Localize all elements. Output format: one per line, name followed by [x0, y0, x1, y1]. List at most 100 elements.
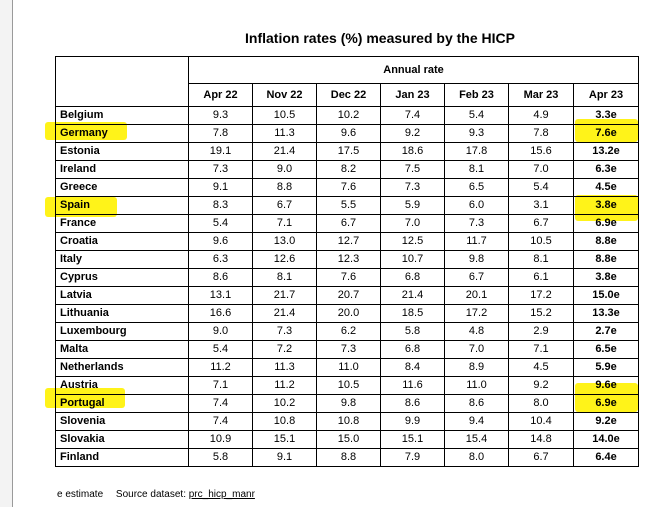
value-cell: 5.9: [380, 196, 445, 215]
dataset-link[interactable]: prc_hicp_manr: [188, 489, 255, 500]
table-title: Inflation rates (%) measured by the HICP: [245, 30, 515, 46]
table-row: Lithuania 16.6 21.4 20.0 18.5 17.2 15.2 13.3e: [55, 304, 640, 323]
group-header: Annual rate: [187, 56, 640, 84]
value-cell: 5.5: [316, 196, 381, 215]
table-row: Croatia 9.6 13.0 12.7 12.5 11.7 10.5 8.8e: [55, 232, 640, 251]
country-cell: Austria: [55, 376, 189, 395]
value-cell: 8.6: [188, 268, 253, 287]
inflation-table: Annual rate Apr 22 Nov 22 Dec 22 Jan 23 Feb …: [55, 56, 640, 467]
value-cell: 6.3: [188, 250, 253, 269]
table-row: Latvia 13.1 21.7 20.7 21.4 20.1 17.2 15.0e: [55, 286, 640, 305]
value-cell: 6.0: [444, 196, 509, 215]
value-cell: 7.6: [316, 178, 381, 197]
value-cell: 9.3: [444, 124, 509, 143]
value-cell: 7.6: [316, 268, 381, 287]
country-cell: Netherlands: [55, 358, 189, 377]
value-cell: 9.2e: [572, 412, 640, 431]
value-cell: 3.1: [508, 196, 574, 215]
value-cell: 9.8: [444, 250, 509, 269]
value-cell: 7.3: [188, 160, 253, 179]
value-cell: 15.4: [444, 430, 509, 449]
footnote: e estimate Source dataset: prc_hicp_manr: [57, 489, 255, 500]
value-cell: 7.2: [252, 340, 317, 359]
value-cell: 7.3: [252, 322, 317, 341]
value-cell: 6.9e: [572, 394, 640, 413]
value-cell: 6.7: [316, 214, 381, 233]
value-cell: 8.1: [508, 250, 574, 269]
value-cell: 4.5: [508, 358, 574, 377]
value-cell: 10.2: [252, 394, 317, 413]
value-cell: 7.1: [508, 340, 574, 359]
value-cell: 13.2e: [572, 142, 640, 161]
value-cell: 6.7: [508, 448, 574, 467]
table-row: Ireland 7.3 9.0 8.2 7.5 8.1 7.0 6.3e: [55, 160, 640, 179]
value-cell: 9.9: [380, 412, 445, 431]
value-cell: 9.2: [380, 124, 445, 143]
value-cell: 17.5: [316, 142, 381, 161]
value-cell: 11.3: [252, 124, 317, 143]
page-margin: [0, 0, 13, 507]
value-cell: 7.3: [444, 214, 509, 233]
value-cell: 7.3: [380, 178, 445, 197]
value-cell: 15.2: [508, 304, 574, 323]
value-cell: 3.8e: [572, 268, 640, 287]
value-cell: 6.5: [444, 178, 509, 197]
country-cell: Estonia: [55, 142, 189, 161]
value-cell: 7.4: [188, 394, 253, 413]
value-cell: 4.8: [444, 322, 509, 341]
column-header: Mar 23: [508, 83, 574, 107]
value-cell: 10.9: [188, 430, 253, 449]
value-cell: 5.8: [188, 448, 253, 467]
value-cell: 5.8: [380, 322, 445, 341]
table-row: Austria 7.1 11.2 10.5 11.6 11.0 9.2 9.6e: [55, 376, 640, 395]
column-header: Dec 22: [316, 83, 381, 107]
value-cell: 10.5: [508, 232, 574, 251]
value-cell: 10.7: [380, 250, 445, 269]
value-cell: 21.7: [252, 286, 317, 305]
value-cell: 10.5: [252, 106, 317, 125]
value-cell: 16.6: [188, 304, 253, 323]
value-cell: 7.3: [316, 340, 381, 359]
value-cell: 6.2: [316, 322, 381, 341]
country-cell: Slovakia: [55, 430, 189, 449]
value-cell: 7.5: [380, 160, 445, 179]
value-cell: 14.8: [508, 430, 574, 449]
value-cell: 12.7: [316, 232, 381, 251]
value-cell: 8.4: [380, 358, 445, 377]
table-row: Belgium 9.3 10.5 10.2 7.4 5.4 4.9 3.3e: [55, 106, 640, 125]
value-cell: 7.6e: [572, 124, 640, 143]
value-cell: 18.5: [380, 304, 445, 323]
value-cell: 11.0: [316, 358, 381, 377]
value-cell: 3.8e: [572, 196, 640, 215]
value-cell: 4.9: [508, 106, 574, 125]
value-cell: 11.7: [444, 232, 509, 251]
value-cell: 11.6: [380, 376, 445, 395]
value-cell: 6.8: [380, 268, 445, 287]
country-cell: Latvia: [55, 286, 189, 305]
value-cell: 17.2: [444, 304, 509, 323]
value-cell: 20.7: [316, 286, 381, 305]
value-cell: 7.9: [380, 448, 445, 467]
value-cell: 8.2: [316, 160, 381, 179]
value-cell: 20.1: [444, 286, 509, 305]
value-cell: 5.4: [444, 106, 509, 125]
value-cell: 12.5: [380, 232, 445, 251]
table-row: Germany 7.8 11.3 9.6 9.2 9.3 7.8 7.6e: [55, 124, 640, 143]
value-cell: 15.6: [508, 142, 574, 161]
country-cell: Germany: [55, 124, 189, 143]
table-row: Portugal 7.4 10.2 9.8 8.6 8.6 8.0 6.9e: [55, 394, 640, 413]
value-cell: 9.2: [508, 376, 574, 395]
value-cell: 8.8: [316, 448, 381, 467]
value-cell: 4.5e: [572, 178, 640, 197]
value-cell: 6.8: [380, 340, 445, 359]
country-cell: Ireland: [55, 160, 189, 179]
value-cell: 8.6: [444, 394, 509, 413]
table-row: Slovakia 10.9 15.1 15.0 15.1 15.4 14.8 14.0e: [55, 430, 640, 449]
value-cell: 9.1: [252, 448, 317, 467]
value-cell: 5.9e: [572, 358, 640, 377]
value-cell: 8.8e: [572, 232, 640, 251]
value-cell: 8.1: [444, 160, 509, 179]
value-cell: 9.6e: [572, 376, 640, 395]
table-row: Malta 5.4 7.2 7.3 6.8 7.0 7.1 6.5e: [55, 340, 640, 359]
value-cell: 7.4: [188, 412, 253, 431]
